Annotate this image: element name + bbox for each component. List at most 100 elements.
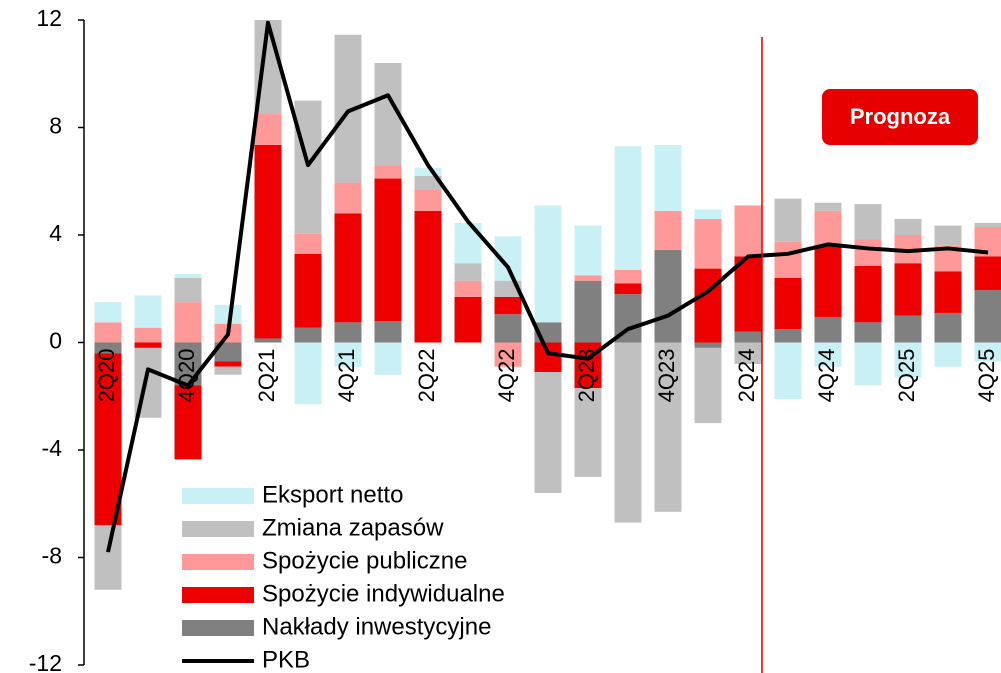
bar <box>614 269 642 284</box>
legend-label: PKB <box>262 646 310 673</box>
bar <box>255 7 282 20</box>
x-tick-label: 4Q23 <box>654 349 679 403</box>
bar <box>734 205 762 257</box>
x-tick-label: 2Q21 <box>254 349 279 403</box>
bar <box>494 342 522 367</box>
y-tick-label: 0 <box>49 328 62 354</box>
bar <box>814 210 842 246</box>
bar <box>934 312 962 343</box>
bar <box>774 198 802 242</box>
bar <box>254 144 282 339</box>
bar <box>974 342 1001 362</box>
bar <box>94 353 122 526</box>
bar <box>134 342 162 348</box>
bar <box>374 178 402 321</box>
legend-swatch <box>182 587 254 603</box>
legend-label: Nakłady inwestycyjne <box>262 613 491 640</box>
bar <box>654 144 682 211</box>
bar <box>374 165 402 179</box>
bar <box>334 322 362 343</box>
bar <box>694 218 722 269</box>
bar <box>334 342 362 367</box>
bar <box>94 302 122 323</box>
legend-swatch <box>182 554 254 570</box>
y-tick-label: 12 <box>36 5 62 31</box>
x-tick-label: 2Q20 <box>94 349 119 403</box>
x-tick-label: 2Q25 <box>894 349 919 403</box>
bar <box>414 210 442 343</box>
bar <box>214 366 242 375</box>
bar <box>294 253 322 328</box>
legend-swatch <box>182 521 254 537</box>
bar <box>174 342 202 386</box>
bar <box>334 213 362 323</box>
bar <box>254 114 282 145</box>
bar <box>574 388 602 477</box>
bar <box>214 304 242 324</box>
legend-swatch <box>182 620 254 636</box>
bar <box>814 202 842 211</box>
bar <box>534 342 562 373</box>
y-tick-label: -8 <box>42 543 62 569</box>
bar <box>374 321 402 343</box>
bar <box>534 372 562 493</box>
bar <box>894 263 922 316</box>
bar <box>694 209 722 219</box>
annotation: Prognoza <box>850 104 951 129</box>
x-tick-label: 2Q24 <box>734 349 759 403</box>
bar <box>534 205 562 323</box>
bar <box>334 182 362 214</box>
bar <box>854 322 882 343</box>
bar <box>614 146 642 270</box>
bar <box>774 241 802 278</box>
x-tick-label: 4Q25 <box>974 349 999 403</box>
bar <box>694 342 722 348</box>
bar <box>854 342 882 386</box>
bar <box>974 256 1001 291</box>
bar <box>94 525 122 590</box>
bar <box>414 175 442 190</box>
legend-label: Zmiana zapasów <box>262 514 444 541</box>
bar <box>454 263 482 281</box>
bar <box>694 268 722 343</box>
bar <box>894 315 922 343</box>
bar <box>94 322 122 343</box>
plot-area <box>94 7 1001 590</box>
bar <box>414 189 442 211</box>
bar <box>494 314 522 343</box>
bar <box>294 100 322 234</box>
bar <box>494 296 522 315</box>
bar <box>614 283 642 295</box>
bar <box>294 342 322 405</box>
bar <box>414 167 442 176</box>
bar <box>654 249 682 343</box>
x-tick-label: 4Q24 <box>814 349 839 403</box>
bar <box>254 338 282 343</box>
bar <box>934 225 962 246</box>
legend-label: Spożycie publiczne <box>262 547 467 574</box>
bar <box>894 342 922 378</box>
bar <box>734 331 762 343</box>
bar <box>174 302 202 343</box>
bar <box>214 361 242 367</box>
bar <box>614 342 642 523</box>
bar <box>294 327 322 343</box>
bar <box>174 273 202 278</box>
legend-label: Eksport netto <box>262 481 403 508</box>
x-tick-label: 2Q23 <box>574 349 599 403</box>
y-tick-label: -12 <box>29 650 62 673</box>
x-tick-label: 4Q22 <box>494 349 519 403</box>
bar <box>774 342 802 399</box>
bar <box>454 280 482 297</box>
bar <box>454 296 482 343</box>
bar <box>294 233 322 254</box>
bar <box>814 245 842 317</box>
bar <box>174 278 202 303</box>
bar <box>454 222 482 264</box>
bar <box>934 342 962 367</box>
bar <box>814 342 842 367</box>
x-tick-label: 4Q20 <box>174 349 199 403</box>
bar <box>854 204 882 240</box>
bar <box>574 275 602 281</box>
